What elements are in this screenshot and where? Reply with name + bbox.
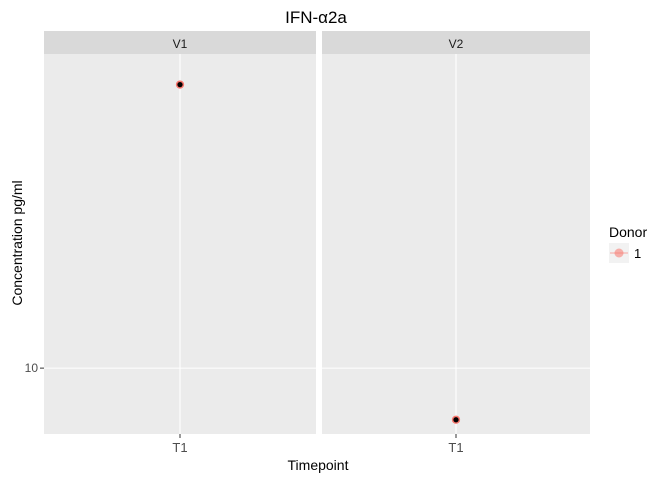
y-axis-label: Concentration pg/ml bbox=[9, 180, 25, 305]
legend-title: Donor bbox=[609, 224, 647, 240]
facet-strip-label: V2 bbox=[449, 37, 464, 51]
legend-entry-label: 1 bbox=[634, 246, 641, 261]
facet-strip-label: V1 bbox=[173, 37, 188, 51]
chart-title: IFN-α2a bbox=[285, 8, 347, 27]
facet-V1: V1 T1 bbox=[44, 31, 316, 455]
y-axis: 10 bbox=[25, 361, 44, 375]
x-tick-label: T1 bbox=[448, 440, 463, 455]
facets-layer: V1 T1 V2 T1 10 bbox=[25, 31, 590, 455]
legend: Donor 1 bbox=[609, 224, 647, 263]
data-point bbox=[451, 415, 461, 424]
x-axis-label: Timepoint bbox=[288, 457, 349, 473]
legend-key-point bbox=[614, 248, 624, 258]
facet-strip bbox=[44, 31, 316, 54]
facet-V2: V2 T1 bbox=[322, 31, 590, 455]
legend-entries: 1 bbox=[609, 243, 641, 263]
data-point bbox=[175, 80, 185, 89]
x-tick-label: T1 bbox=[172, 440, 187, 455]
legend-entry: 1 bbox=[609, 243, 641, 263]
y-tick-label: 10 bbox=[25, 361, 39, 375]
facet-strip bbox=[322, 31, 590, 54]
